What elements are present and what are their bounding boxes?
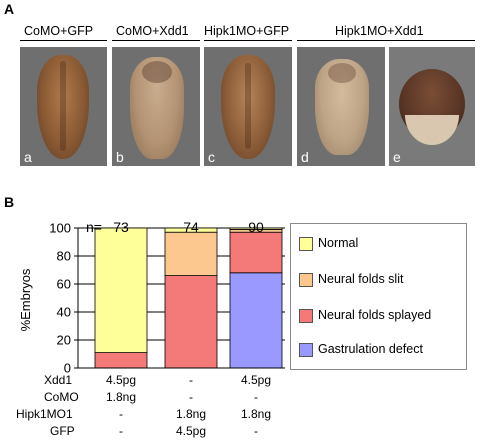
group-label-hipk1mo-xdd1: Hipk1MO+Xdd1 xyxy=(335,24,424,38)
cell-como-3: - xyxy=(254,390,258,404)
embryo-photo-e: e xyxy=(389,47,475,166)
head-region-b xyxy=(142,61,172,83)
embryo-a xyxy=(37,55,89,159)
bar-segment-gastrulation-defect-3 xyxy=(229,272,283,369)
chart-axis: 0 20 40 60 80 100 73 74 90 xyxy=(49,219,285,376)
bar-segment-normal-1 xyxy=(94,227,148,353)
photo-sublabel-e: e xyxy=(393,149,401,165)
legend-swatch-neural-folds-slit xyxy=(299,273,313,287)
bar-segment-neural-folds-slit-2 xyxy=(164,231,218,276)
group-underline-como-xdd1 xyxy=(112,40,200,41)
group-label-como-xdd1: CoMO+Xdd1 xyxy=(116,24,189,38)
chart-bars xyxy=(94,227,283,369)
group-underline-hipk1mo-gfp xyxy=(204,40,292,41)
photo-sublabel-d: d xyxy=(301,149,309,165)
legend-label-neural-folds-splayed: Neural folds splayed xyxy=(318,308,432,322)
group-label-como-gfp: CoMO+GFP xyxy=(24,24,94,38)
cell-como-2: - xyxy=(189,390,193,404)
legend-swatch-normal xyxy=(299,237,313,251)
panel-a-letter: A xyxy=(4,1,15,17)
bar-segment-neural-folds-splayed-3 xyxy=(229,231,283,274)
bar-segment-neural-folds-splayed-2 xyxy=(164,275,218,369)
n-label-3: 90 xyxy=(248,219,264,235)
embryo-d xyxy=(315,59,369,155)
neural-groove-a xyxy=(60,61,66,151)
photo-sublabel-b: b xyxy=(116,149,124,165)
bar-segment-neural-folds-splayed-1 xyxy=(94,352,148,369)
cell-xdd1-3: 4.5pg xyxy=(240,373,272,387)
legend-swatch-gastrulation-defect xyxy=(299,343,313,357)
photo-sublabel-c: c xyxy=(208,149,215,165)
y-tick-label-20: 20 xyxy=(57,333,71,348)
bar-segment-normal-3 xyxy=(229,227,283,230)
cell-hipk1mo1-1: - xyxy=(119,407,123,421)
cell-xdd1-2: - xyxy=(189,373,193,387)
legend-label-gastrulation-defect: Gastrulation defect xyxy=(318,342,423,356)
embryo-photo-b: b xyxy=(112,47,200,166)
y-tick-label-80: 80 xyxy=(57,249,71,264)
neural-groove-c xyxy=(245,63,251,149)
row-label-hipk1mo1: Hipk1MO1 xyxy=(16,407,73,421)
row-label-xdd1: Xdd1 xyxy=(44,373,73,387)
panel-b-letter: B xyxy=(4,194,15,210)
cell-hipk1mo1-2: 1.8ng xyxy=(175,407,207,421)
n-label-1: 73 xyxy=(113,219,129,235)
group-label-hipk1mo-gfp: Hipk1MO+GFP xyxy=(204,24,290,38)
cell-hipk1mo1-3: 1.8ng xyxy=(240,407,272,421)
cell-xdd1-1: 4.5pg xyxy=(105,373,137,387)
row-label-como: CoMO xyxy=(44,390,79,404)
embryo-c xyxy=(221,55,275,159)
chart-legend: Normal Neural folds slit Neural folds sp… xyxy=(290,223,467,370)
y-tick-label-0: 0 xyxy=(64,361,71,376)
photo-sublabel-a: a xyxy=(24,149,32,165)
legend-label-neural-folds-slit: Neural folds slit xyxy=(318,272,404,286)
embryo-photo-a: a xyxy=(20,47,107,166)
cell-gfp-2: 4.5pg xyxy=(175,424,207,438)
y-tick-label-60: 60 xyxy=(57,277,71,292)
n-label-2: 74 xyxy=(183,219,199,235)
cell-gfp-3: - xyxy=(254,424,258,438)
n-prefix: n= xyxy=(86,219,102,235)
y-tick-label-100: 100 xyxy=(49,221,71,236)
group-underline-como-gfp xyxy=(20,40,107,41)
row-label-gfp: GFP xyxy=(50,424,75,438)
embryo-photo-d: d xyxy=(297,47,385,166)
cell-gfp-1: - xyxy=(119,424,123,438)
group-underline-hipk1mo-xdd1 xyxy=(297,40,475,41)
head-region-d xyxy=(328,63,356,83)
bar-segment-normal-2 xyxy=(164,227,218,233)
legend-swatch-neural-folds-splayed xyxy=(299,309,313,323)
cell-como-1: 1.8ng xyxy=(105,390,137,404)
y-axis-label: %Embryos xyxy=(18,268,33,331)
legend-label-normal: Normal xyxy=(318,236,359,250)
embryo-photo-c: c xyxy=(204,47,292,166)
y-tick-label-40: 40 xyxy=(57,305,71,320)
